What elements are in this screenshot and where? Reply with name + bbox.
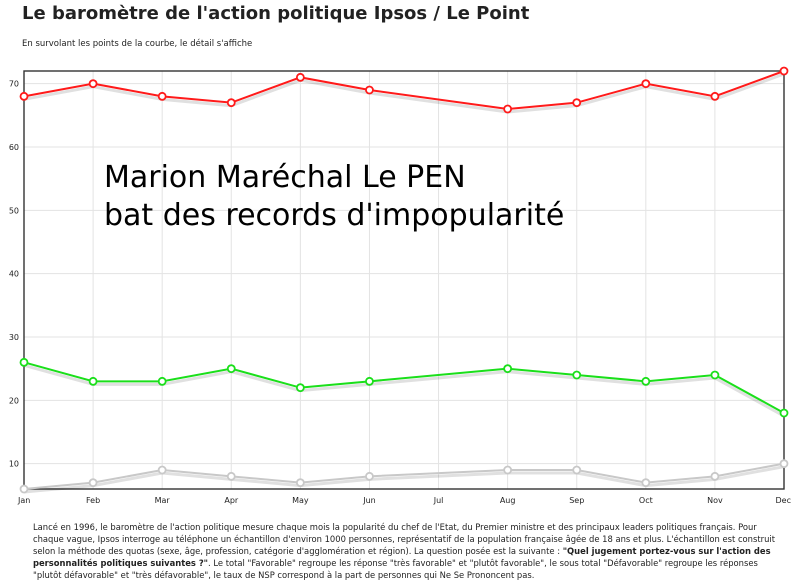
y-tick-label: 40 [9,270,19,279]
x-tick-label: Feb [86,496,100,505]
x-tick-label: Aug [500,496,516,505]
headline-line-2: bat des records d'impopularité [104,198,564,233]
x-tick-label: Jan [17,496,30,505]
data-point [228,99,235,106]
data-point [90,479,97,486]
y-tick-label: 50 [9,206,19,215]
headline-line-1: Marion Maréchal Le PEN [104,160,466,195]
data-point [711,473,718,480]
data-point [642,479,649,486]
series-line-shadow [24,365,784,416]
data-point [781,68,788,75]
x-tick-label: Mar [155,496,171,505]
methodology-note: Lancé en 1996, le baromètre de l'action … [33,521,785,581]
data-point [573,467,580,474]
y-tick-label: 30 [9,333,19,342]
data-point [781,460,788,467]
data-point [297,384,304,391]
y-tick-label: 20 [9,396,19,405]
data-point [159,93,166,100]
data-point [711,372,718,379]
plot-frame [24,71,784,489]
series-line-shadow [24,74,784,112]
y-tick-label: 60 [9,143,19,152]
headline-overlay: Marion Maréchal Le PEN bat des records d… [104,160,564,233]
x-tick-label: Jul [433,496,444,505]
data-point [711,93,718,100]
y-tick-label: 10 [9,460,19,469]
x-tick-label: Nov [707,496,723,505]
data-point [159,467,166,474]
data-point [642,378,649,385]
data-point [228,365,235,372]
data-point [297,479,304,486]
data-point [228,473,235,480]
data-point [573,99,580,106]
data-point [90,80,97,87]
grid-lines [24,71,784,489]
series-line-shadow [24,467,784,492]
data-point [159,378,166,385]
data-point [504,365,511,372]
data-point [297,74,304,81]
data-point [504,467,511,474]
barometer-line-chart: 10 20 30 40 50 60 70 Jan Feb Mar Apr May Jun Jul Aug S… [0,60,800,515]
data-point [366,473,373,480]
page-title: Le baromètre de l'action politique Ipsos… [22,3,529,24]
x-tick-label: May [292,496,309,505]
x-tick-label: Jun [362,496,376,505]
data-point [573,372,580,379]
x-tick-label: Apr [224,496,239,505]
data-point [504,106,511,113]
chart-hint: En survolant les points de la courbe, le… [22,39,252,49]
x-tick-label: Oct [639,496,653,505]
data-point [21,486,28,493]
data-point [781,410,788,417]
data-point [366,378,373,385]
x-axis-tick-labels: Jan Feb Mar Apr May Jun Jul Aug Sep Oct Nov Dec [17,496,791,505]
y-tick-label: 70 [9,80,19,89]
data-point [642,80,649,87]
data-point [21,359,28,366]
x-tick-label: Dec [776,496,791,505]
series-lines [21,68,788,493]
data-point [366,87,373,94]
x-tick-label: Sep [569,496,584,505]
data-point [90,378,97,385]
series-line [24,362,784,413]
y-axis-tick-labels: 10 20 30 40 50 60 70 [9,80,19,469]
data-point [21,93,28,100]
